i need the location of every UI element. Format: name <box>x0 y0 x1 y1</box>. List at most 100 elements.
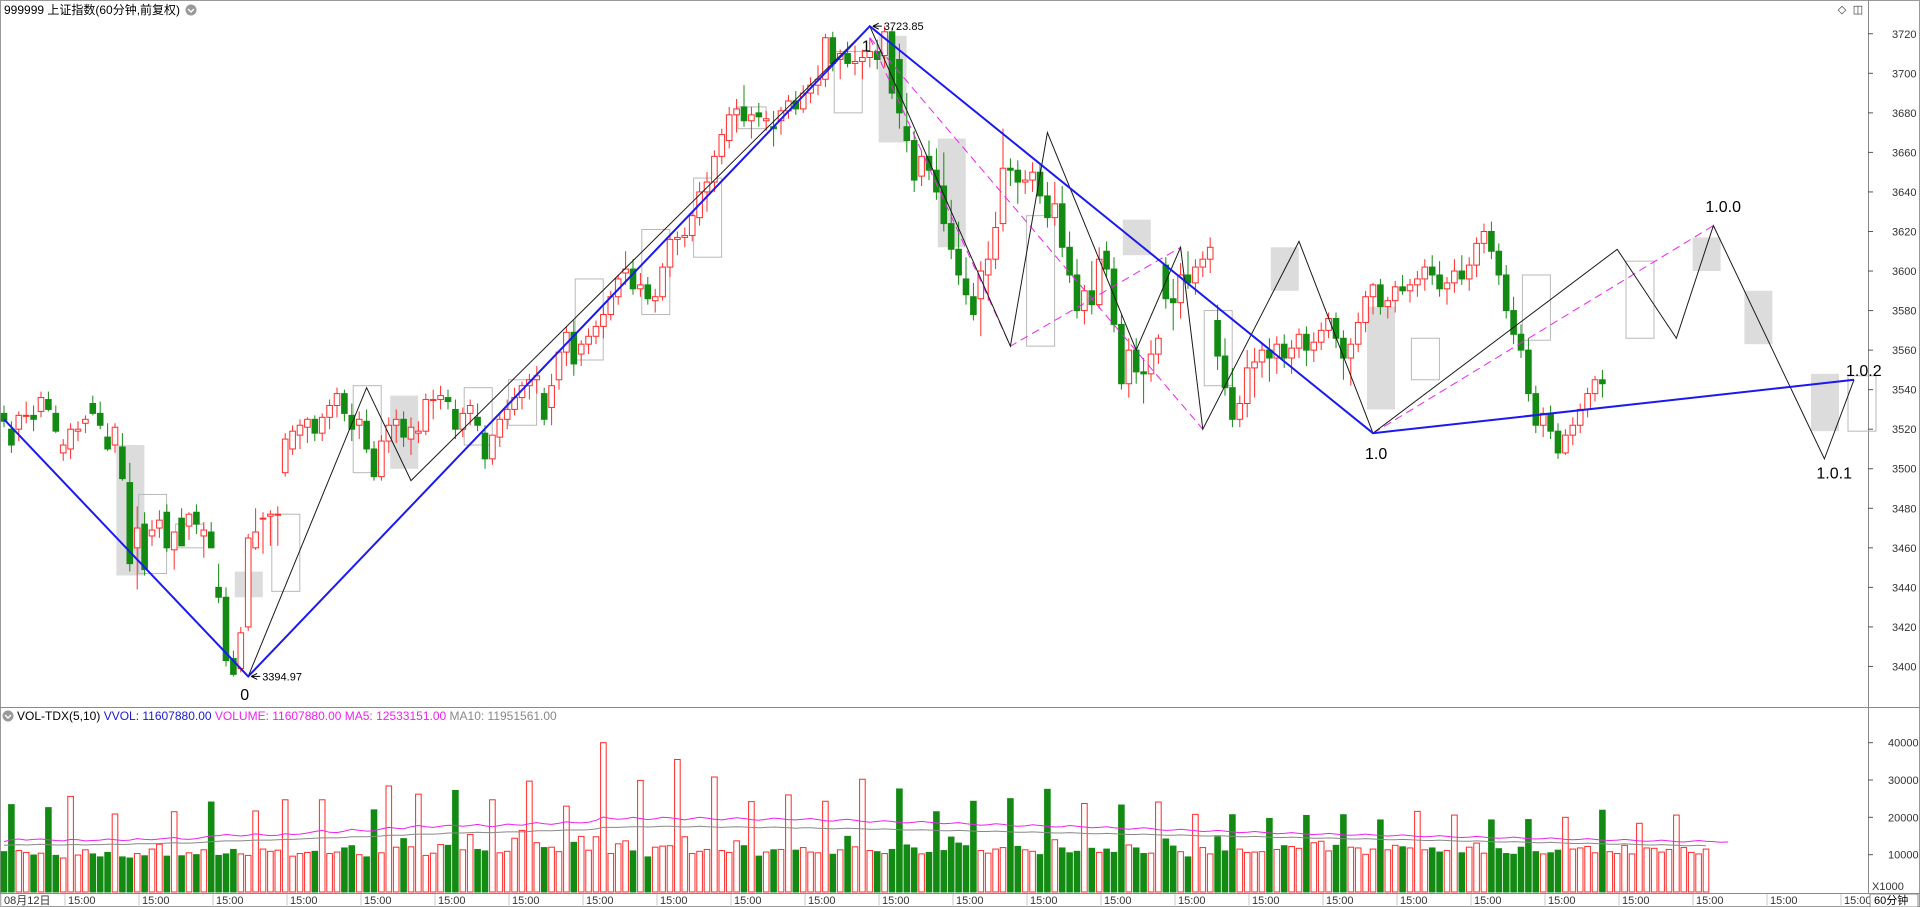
candle-body <box>333 393 341 406</box>
volume-bar <box>370 809 378 893</box>
volume-bar <box>1103 848 1110 893</box>
volume-bar <box>1110 851 1118 893</box>
volume-bar <box>1532 851 1540 893</box>
candle-body <box>851 60 859 64</box>
volume-bar <box>1214 836 1221 893</box>
candle-body <box>666 238 674 268</box>
volume-bar <box>629 850 637 893</box>
volume-bar <box>1273 848 1281 893</box>
candle-body <box>1428 266 1436 276</box>
volume-bar <box>1473 842 1480 893</box>
candle-body <box>651 296 659 302</box>
candle-body <box>1303 333 1310 351</box>
price-tick-label: 3580 <box>1892 306 1916 318</box>
candle-body <box>1280 343 1288 359</box>
candle-body <box>1421 266 1429 280</box>
volume-bar <box>947 836 955 893</box>
candle-body <box>1125 349 1133 385</box>
time-tick-label: 15:00 <box>1104 895 1132 907</box>
candle-body <box>970 296 977 316</box>
volume-bar <box>1354 847 1362 893</box>
volume-bar <box>503 850 511 893</box>
candle-body <box>481 432 489 460</box>
minor-wave-line <box>247 25 1855 677</box>
ma5-line <box>3 816 1729 843</box>
window-icon[interactable]: ◫ <box>1852 3 1864 16</box>
volume-bar <box>1147 852 1155 893</box>
volume-bar <box>1428 847 1436 893</box>
volume-bar <box>96 856 104 893</box>
range-box <box>271 513 301 592</box>
time-tick-label: 15:00 <box>1030 895 1058 907</box>
volume-bar <box>1051 839 1059 893</box>
candle-body <box>207 531 215 549</box>
volume-bar <box>37 852 45 893</box>
volume-bar <box>104 851 111 893</box>
volume-bar <box>1295 847 1303 893</box>
volume-bar <box>304 851 311 893</box>
candle-body <box>1155 337 1162 355</box>
candle-body <box>1599 379 1606 385</box>
candle-body <box>96 412 104 426</box>
candle-body <box>992 227 999 260</box>
candle-body <box>1576 408 1584 426</box>
candle-body <box>1384 300 1392 308</box>
diamond-icon[interactable]: ◇ <box>1837 3 1847 16</box>
volume-bar <box>1317 840 1325 893</box>
volume-bar <box>873 851 881 893</box>
volume-bar <box>496 852 504 893</box>
volume-bar <box>1229 814 1236 893</box>
time-tick-label: 15:00 <box>1400 895 1428 907</box>
candle-body <box>163 511 171 549</box>
volume-bar <box>363 856 370 893</box>
candle-body <box>570 331 578 365</box>
volume-bar <box>696 850 703 893</box>
volume-bar <box>148 848 156 893</box>
candle-body <box>844 53 851 64</box>
volume-bar <box>1606 851 1614 893</box>
candle-body <box>1007 167 1014 171</box>
volume-bar <box>799 847 807 893</box>
volume-bar <box>355 854 363 893</box>
time-tick-label: 15:00 <box>882 895 910 907</box>
candle-body <box>711 155 718 183</box>
candle-body <box>1369 284 1377 298</box>
candle-body <box>1051 203 1059 219</box>
candle-body <box>659 266 666 298</box>
candle-body <box>940 185 948 225</box>
candle-body <box>400 418 407 438</box>
candle-body <box>555 351 563 381</box>
volume-bar <box>1665 848 1673 893</box>
volume-bar <box>659 845 666 893</box>
volume-bar <box>1451 814 1458 893</box>
volume-bar <box>533 842 541 893</box>
volume-bar <box>8 804 15 893</box>
volume-bar <box>851 846 859 893</box>
candle-body <box>1081 290 1088 312</box>
candle-body <box>866 51 874 58</box>
candle-body <box>896 58 903 114</box>
volume-bar <box>829 853 837 893</box>
time-tick-label: 15:00 <box>956 895 984 907</box>
candle-body <box>1473 242 1480 266</box>
volume-bar <box>1095 851 1103 893</box>
volume-bar <box>1584 845 1591 893</box>
volume-bar <box>318 799 326 893</box>
price-marker-arrow <box>250 672 261 680</box>
candle-body <box>89 402 97 414</box>
candle-body <box>873 51 881 60</box>
volume-bar <box>1599 809 1606 893</box>
volume-bar <box>511 837 518 893</box>
candle-body <box>355 418 363 426</box>
range-box <box>1625 260 1655 339</box>
volume-bar <box>207 801 215 893</box>
candle-body <box>230 658 237 675</box>
candle-body <box>1229 387 1236 420</box>
candle-body <box>1502 274 1510 312</box>
volume-bar <box>1332 844 1340 893</box>
volume-bar <box>1021 849 1029 893</box>
volume-bar <box>984 852 992 893</box>
candle-body <box>881 31 888 57</box>
candle-body <box>326 404 333 418</box>
